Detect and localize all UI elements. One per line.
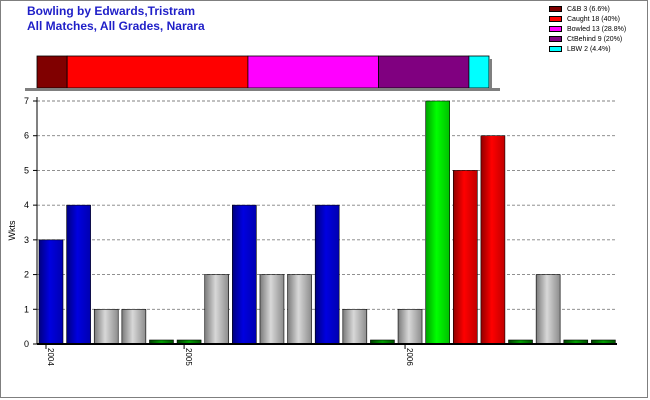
legend-swatch: [549, 26, 562, 32]
bar: [425, 100, 450, 345]
legend-label: LBW 2 (4.4%): [567, 45, 611, 53]
bar: [535, 274, 561, 345]
stack-segment-ctbehind: [378, 55, 470, 89]
bar: [287, 274, 312, 345]
bar: [121, 308, 147, 345]
y-tick-label: 1: [24, 304, 29, 314]
y-tick-label: 4: [24, 200, 29, 210]
stack-segment-caught: [66, 55, 249, 89]
y-tick-label: 7: [24, 96, 29, 106]
bar: [93, 308, 119, 345]
bar: [314, 204, 340, 345]
legend-swatch: [549, 16, 562, 22]
legend-item: CtBehind 9 (20%): [549, 34, 626, 44]
bar: [66, 204, 91, 345]
y-tick-label: 3: [24, 235, 29, 245]
chart-title: Bowling by Edwards,Tristram: [27, 4, 196, 18]
bar: [397, 308, 423, 345]
y-tick-label: 2: [24, 270, 29, 280]
bar: [38, 239, 64, 345]
legend-label: C&B 3 (6.6%): [567, 5, 610, 13]
bar: [232, 204, 257, 345]
y-tick-label: 6: [24, 131, 29, 141]
legend-label: Bowled 13 (28.8%): [567, 25, 627, 33]
bar: [259, 274, 285, 345]
bar: [204, 274, 230, 345]
bar: [342, 308, 368, 345]
legend-swatch: [549, 36, 562, 42]
y-tick-label: 0: [24, 339, 29, 349]
dismissal-stacked-bar: [25, 55, 500, 91]
chart-subtitle: All Matches, All Grades, Narara: [27, 19, 205, 33]
stack-shadow-side: [489, 59, 492, 91]
stack-shadow: [25, 88, 500, 91]
x-tick-label: 2005: [184, 348, 193, 366]
legend-swatch: [549, 6, 562, 12]
bar: [480, 135, 506, 345]
bars: [38, 100, 616, 345]
y-axis-label: Wkts: [7, 220, 17, 240]
axes: 0 1 2 3 4 5 6 7 2004 2005 2006: [24, 96, 617, 366]
legend-label: CtBehind 9 (20%): [567, 35, 623, 43]
legend-item: LBW 2 (4.4%): [549, 44, 626, 54]
stack-segment-bowled: [247, 55, 379, 89]
legend-label: Caught 18 (40%): [567, 15, 620, 23]
legend: C&B 3 (6.6%) Caught 18 (40%) Bowled 13 (28…: [549, 4, 626, 54]
legend-item: C&B 3 (6.6%): [549, 4, 626, 14]
legend-item: Bowled 13 (28.8%): [549, 24, 626, 34]
x-tick-label: 2004: [46, 348, 55, 366]
x-tick-label: 2006: [405, 348, 414, 366]
stack-segment-c&b: [36, 55, 68, 89]
legend-swatch: [549, 46, 562, 52]
legend-item: Caught 18 (40%): [549, 14, 626, 24]
bar: [452, 170, 478, 345]
y-tick-label: 5: [24, 165, 29, 175]
stack-segment-lbw: [468, 55, 490, 89]
